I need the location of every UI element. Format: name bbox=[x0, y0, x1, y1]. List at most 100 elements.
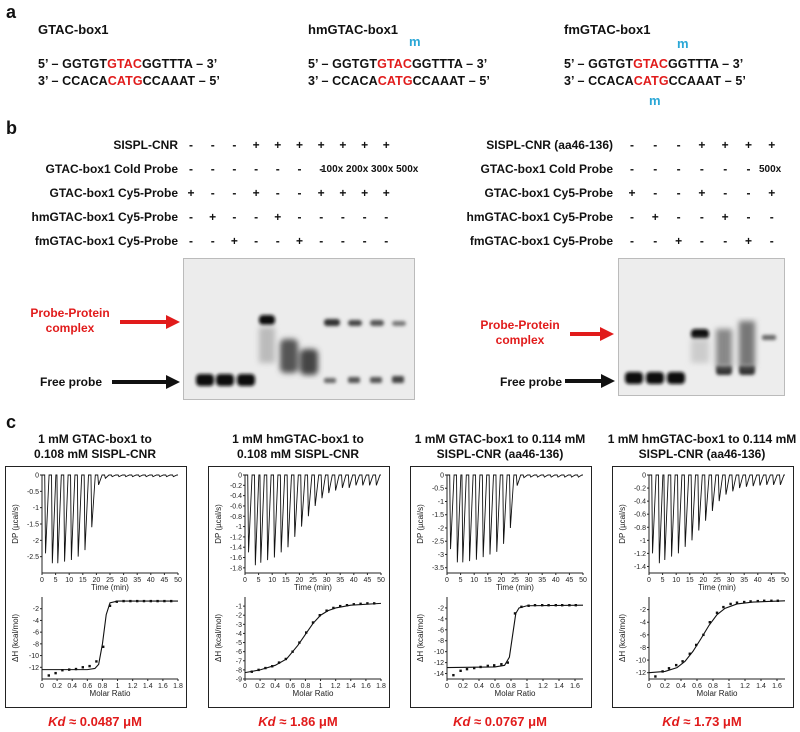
lane-mark: + bbox=[698, 186, 706, 200]
left-free-arrow bbox=[112, 375, 180, 389]
x-axis-label: Molar Ratio bbox=[90, 689, 131, 698]
construct-title: hmGTAC-box1 bbox=[308, 22, 399, 37]
kd-label: Kd bbox=[453, 714, 471, 729]
seq-post: CCAAAT – 5’ bbox=[142, 74, 220, 88]
bottom-strand: 3’ – CCACACATGCCAAAT – 5’ bbox=[38, 74, 238, 88]
y-tick-label: -1.2 bbox=[230, 534, 242, 541]
x-tick-label: 35 bbox=[538, 577, 546, 584]
x-tick-label: 0 bbox=[647, 683, 651, 690]
y-tick-label: -14 bbox=[434, 671, 444, 678]
data-point bbox=[743, 600, 746, 604]
y-tick-label: -2 bbox=[438, 605, 444, 612]
x-tick-label: 30 bbox=[120, 577, 128, 584]
band-free-lane5 bbox=[716, 365, 732, 375]
kd-value: Kd ≈ 0.0487 μM bbox=[5, 714, 185, 729]
right-free-label: Free probe bbox=[500, 375, 563, 389]
lane-mark: + bbox=[295, 138, 303, 152]
x-tick-label: 1.4 bbox=[756, 683, 766, 690]
x-tick-label: 15 bbox=[79, 577, 87, 584]
lane-mark: - bbox=[254, 234, 259, 248]
dp-trace bbox=[245, 474, 381, 566]
data-point bbox=[735, 601, 739, 604]
lane-mark: + bbox=[382, 138, 390, 152]
lane-mark: + bbox=[361, 138, 369, 152]
smear-lane4 bbox=[691, 339, 709, 363]
data-point bbox=[500, 663, 503, 666]
lane-mark: - bbox=[653, 138, 658, 152]
lane-mark: - bbox=[232, 138, 237, 152]
y-tick-label: -1.4 bbox=[230, 545, 242, 552]
lane-mark: - bbox=[676, 162, 681, 176]
band-complex-lane10 bbox=[392, 321, 406, 326]
data-point bbox=[506, 661, 509, 664]
itc-title-line2: SISPL-CNR (aa46-136) bbox=[436, 447, 564, 461]
x-tick-label: 50 bbox=[174, 577, 182, 584]
smear-lane5 bbox=[716, 329, 732, 367]
seq-pre: 5’ – GGTGT bbox=[564, 57, 634, 71]
x-axis-label: Time (min) bbox=[496, 583, 534, 592]
lane-mark: + bbox=[721, 210, 729, 224]
lane-mark: - bbox=[189, 138, 193, 152]
itc-title-line1: 1 mM GTAC-box1 to 0.114 mM bbox=[414, 432, 586, 446]
panel-c-letter: c bbox=[6, 412, 17, 432]
x-tick-label: 0.2 bbox=[255, 683, 265, 690]
y-tick-label: -1.5 bbox=[27, 522, 39, 529]
seq-core: CATG bbox=[377, 74, 413, 88]
x-tick-label: 0 bbox=[40, 577, 44, 584]
cold-probe-fold-value: 500x bbox=[759, 164, 782, 175]
y-tick-label: -3 bbox=[236, 622, 242, 629]
data-point bbox=[452, 673, 455, 677]
x-tick-label: 10 bbox=[470, 577, 478, 584]
row-label: GTAC-box1 Cold Probe bbox=[480, 162, 613, 176]
x-tick-label: 0.8 bbox=[506, 683, 516, 690]
x-tick-label: 30 bbox=[323, 577, 331, 584]
lane-mark: - bbox=[319, 162, 324, 176]
data-point bbox=[729, 602, 732, 606]
lane-mark: + bbox=[209, 210, 217, 224]
lane-mark: + bbox=[230, 234, 238, 248]
data-point bbox=[493, 664, 496, 667]
y-tick-label: -12 bbox=[29, 665, 39, 672]
x-tick-label: 40 bbox=[147, 577, 155, 584]
construct-title: GTAC-box1 bbox=[38, 22, 109, 37]
itc-title: 1 mM GTAC-box1 to 0.108 mM SISPL-CNR bbox=[0, 432, 195, 462]
itc-plots: 0 5 10 15 20 25 30 35 40 45 500-0.5-1-1.5-2-2.5-3-… bbox=[416, 473, 587, 699]
band-free-lane3 bbox=[667, 372, 685, 384]
band-free-lane9 bbox=[370, 377, 382, 383]
itc-plot-box: 0 5 10 15 20 25 30 35 40 45 50 0 -0.5 -1 -1.5 -2 -2.5 Tim… bbox=[5, 466, 187, 708]
x-tick-label: 1.2 bbox=[740, 683, 750, 690]
methyl-mark-bottom: m bbox=[649, 93, 661, 108]
y-tick-label: -0.6 bbox=[634, 512, 646, 519]
lane-mark: - bbox=[340, 210, 345, 224]
lane-mark: - bbox=[699, 234, 704, 248]
data-point bbox=[108, 604, 112, 607]
y-tick-label: -1 bbox=[236, 524, 242, 531]
y-tick-label: -2 bbox=[33, 538, 39, 545]
fit-curve bbox=[648, 600, 786, 674]
itc-title-line2: 0.108 mM SISPL-CNR bbox=[33, 447, 157, 461]
x-axis-label: Time (min) bbox=[91, 583, 129, 592]
itc-plot-box: 0 5 10 15 20 25 30 35 40 45 50 0 -0.2 -0.4 -0.6 -0.8 -1-… bbox=[612, 466, 794, 708]
band-free-lane6 bbox=[739, 365, 755, 375]
data-point bbox=[654, 675, 657, 678]
lane-mark: - bbox=[254, 162, 259, 176]
data-point bbox=[318, 614, 321, 617]
kd-number: ≈ 0.0767 μM bbox=[470, 714, 547, 729]
seq-pre: 3’ – CCACA bbox=[564, 74, 634, 88]
y-tick-label: -1.8 bbox=[230, 565, 242, 572]
x-tick-label: 10 bbox=[672, 577, 680, 584]
x-tick-label: 0 bbox=[445, 577, 449, 584]
y-axis-label: ΔH (kcal/mol) bbox=[618, 614, 627, 662]
lane-mark: - bbox=[630, 234, 634, 248]
x-axis-label: Molar Ratio bbox=[293, 689, 334, 698]
lane-mark: + bbox=[339, 138, 347, 152]
x-tick-label: 1.8 bbox=[376, 683, 386, 690]
dp-trace bbox=[649, 474, 785, 564]
y-tick-label: -2.5 bbox=[27, 554, 39, 561]
y-tick-label: -7 bbox=[236, 658, 242, 665]
x-axis-label: Molar Ratio bbox=[495, 689, 536, 698]
x-tick-label: 25 bbox=[511, 577, 519, 584]
y-tick-label: -6 bbox=[438, 627, 444, 634]
x-tick-label: 0 bbox=[445, 683, 449, 690]
construct-gtac-box1: GTAC-box1 5’ – GGTGTGTACGGTTTA – 3’ 3’ –… bbox=[38, 22, 238, 88]
